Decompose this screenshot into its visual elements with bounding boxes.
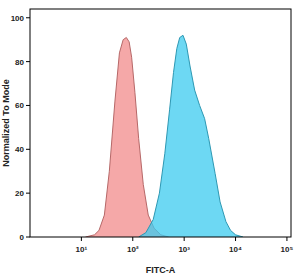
area-outline	[139, 35, 243, 237]
y-tick	[26, 237, 30, 238]
x-tick	[132, 237, 133, 241]
y-axis-label: Normalized To Mode	[1, 79, 11, 166]
x-axis-label: FITC-A	[146, 265, 176, 275]
y-tick-label: 80	[15, 58, 24, 67]
y-tick	[26, 61, 30, 62]
y-tick-label: 0	[20, 233, 25, 242]
y-tick-label: 60	[15, 101, 24, 110]
x-tick	[81, 237, 82, 241]
x-tick-label: 10³	[178, 245, 190, 254]
y-tick	[26, 149, 30, 150]
x-tick	[286, 237, 287, 241]
y-tick-label: 100	[11, 14, 25, 23]
y-tick	[26, 193, 30, 194]
x-tick-label: 10²	[127, 245, 139, 254]
y-tick-label: 20	[15, 189, 24, 198]
x-tick	[235, 237, 236, 241]
y-tick	[26, 105, 30, 106]
chart: 0 20 40 60 80 100 10¹ 10² 10³ 10⁴ 10⁵ FITC-A Normali…	[0, 0, 300, 280]
plot-frame	[30, 9, 291, 237]
plot-area	[85, 35, 243, 237]
x-tick-label: 10¹	[76, 245, 88, 254]
y-tick-label: 40	[15, 145, 24, 154]
x-tick-label: 10⁴	[229, 245, 242, 254]
x-tick-label: 10⁵	[281, 245, 294, 254]
area	[139, 35, 243, 237]
y-tick	[26, 17, 30, 18]
x-tick	[184, 237, 185, 241]
